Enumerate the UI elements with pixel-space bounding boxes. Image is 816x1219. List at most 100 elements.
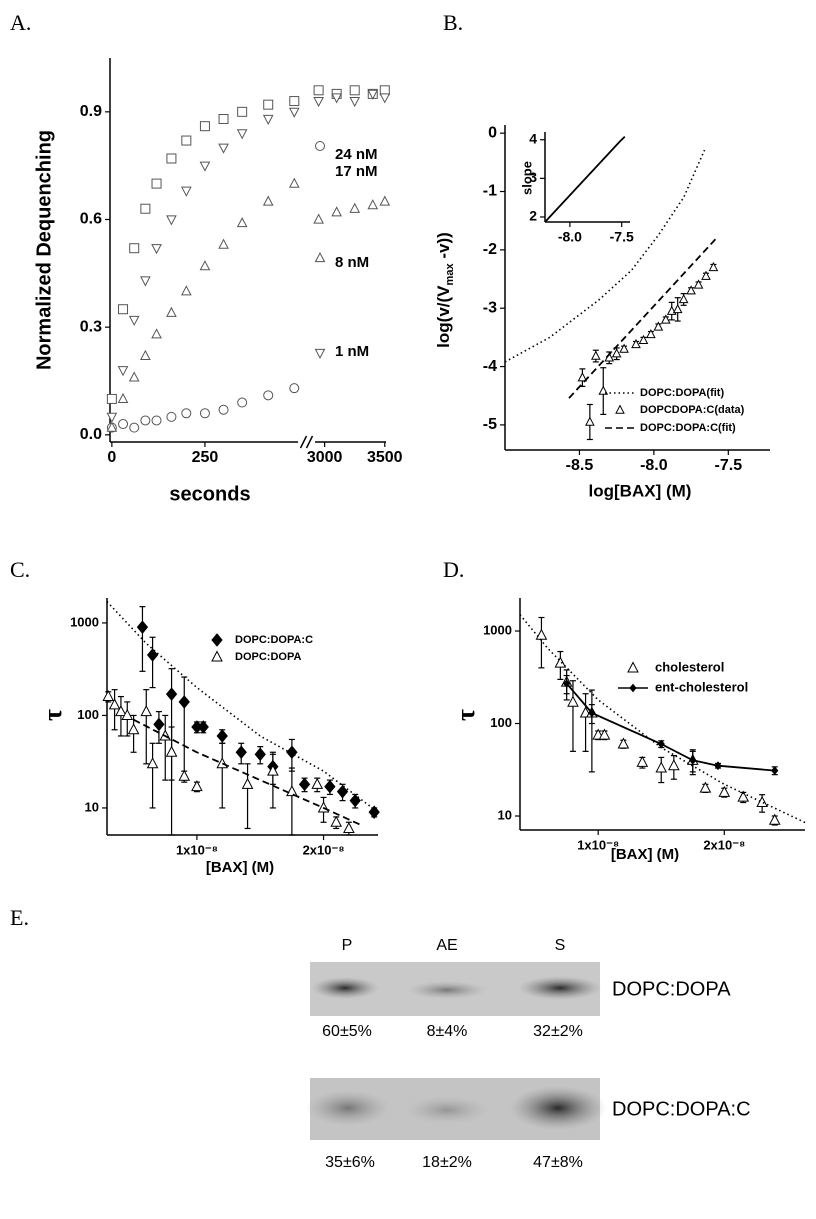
point (129, 422, 140, 433)
legend-label: DOPC:DOPA(fit) (640, 387, 724, 399)
point (166, 153, 177, 164)
point (127, 723, 140, 735)
legend-label: 1 nM (335, 343, 369, 360)
point (129, 243, 140, 254)
y-tick-label: 10 (498, 807, 512, 822)
legend-label: ent-cholesterol (655, 679, 748, 694)
point (289, 383, 300, 394)
point (701, 270, 711, 280)
y-tick-label: 10 (85, 799, 99, 814)
point (118, 419, 129, 430)
point (218, 114, 229, 125)
point (563, 679, 571, 688)
point (349, 96, 361, 108)
y-tick-label: -5 (483, 416, 497, 433)
error-bar (162, 714, 169, 781)
point (693, 279, 704, 289)
point (235, 745, 247, 760)
point (368, 805, 380, 819)
axis-break (305, 435, 314, 449)
point (737, 790, 750, 802)
x-tick-label: 2x10⁻⁸ (303, 842, 345, 857)
point (263, 99, 274, 110)
fit-line (519, 614, 806, 824)
point (313, 213, 324, 224)
point (714, 761, 722, 771)
point (672, 303, 683, 314)
point (237, 106, 248, 117)
point (313, 85, 324, 96)
legend-marker (211, 650, 223, 662)
point (180, 285, 192, 296)
point (115, 705, 127, 717)
point (218, 238, 229, 249)
point (199, 121, 210, 132)
legend-label: DOPC:DOPA:C (235, 634, 313, 646)
error-bar (582, 693, 589, 752)
y-tick-label: 1000 (483, 622, 512, 637)
point (181, 408, 192, 419)
legend-marker (314, 348, 326, 360)
point (151, 415, 162, 426)
point (166, 306, 177, 317)
percentage: 35±6% (325, 1154, 375, 1171)
point (102, 689, 115, 702)
point (535, 628, 548, 640)
point (646, 328, 656, 339)
x-tick-label: 1x10⁻⁸ (577, 837, 619, 852)
point (117, 366, 129, 377)
point (180, 186, 192, 197)
percentage: 47±8% (533, 1154, 583, 1171)
point (288, 177, 300, 188)
point (689, 755, 697, 765)
point (121, 708, 134, 720)
y-axis-label-part: log(v/(V (434, 285, 453, 348)
gel-strip (306, 1078, 606, 1140)
point (771, 766, 779, 775)
point (140, 415, 151, 426)
point (590, 350, 601, 360)
point (619, 343, 629, 353)
axis-break (299, 435, 308, 449)
point (199, 408, 210, 419)
error-bar (117, 695, 124, 737)
fit-line (566, 683, 775, 772)
point (678, 293, 689, 304)
point (631, 338, 641, 349)
point (236, 217, 248, 228)
y-tick-label: 100 (490, 715, 512, 730)
point (140, 349, 151, 360)
panel-label: E. (10, 905, 29, 930)
point (577, 372, 588, 382)
legend-label: DOPCDOPA:C(data) (640, 404, 745, 416)
fit-line (106, 601, 379, 813)
error-bar (111, 689, 118, 731)
point (181, 135, 192, 146)
x-axis-label: [BAX] (M) (611, 846, 679, 863)
error-bar (149, 742, 156, 809)
legend-marker (627, 661, 639, 673)
y-tick-label: 0.6 (80, 211, 102, 228)
point (286, 785, 298, 797)
point (567, 695, 579, 707)
point (585, 416, 595, 426)
point (336, 784, 349, 799)
x-axis-label: [BAX] (M) (206, 859, 274, 876)
point (165, 687, 178, 701)
y-tick-label: 0 (488, 124, 497, 141)
point (313, 96, 324, 108)
point (146, 757, 159, 769)
y-tick-label: -4 (483, 358, 497, 375)
x-tick-label: -7.5 (715, 457, 743, 474)
point (262, 195, 274, 206)
error-bar (181, 676, 188, 781)
y-tick-label: 0.3 (80, 318, 102, 335)
point (367, 89, 379, 100)
point (756, 795, 768, 807)
legend-label: 24 nM (335, 146, 378, 163)
row-label: DOPC:DOPA (612, 978, 731, 1000)
point (151, 178, 162, 189)
point (311, 777, 324, 789)
y-tick-label: 2 (529, 208, 537, 224)
point (108, 698, 121, 710)
